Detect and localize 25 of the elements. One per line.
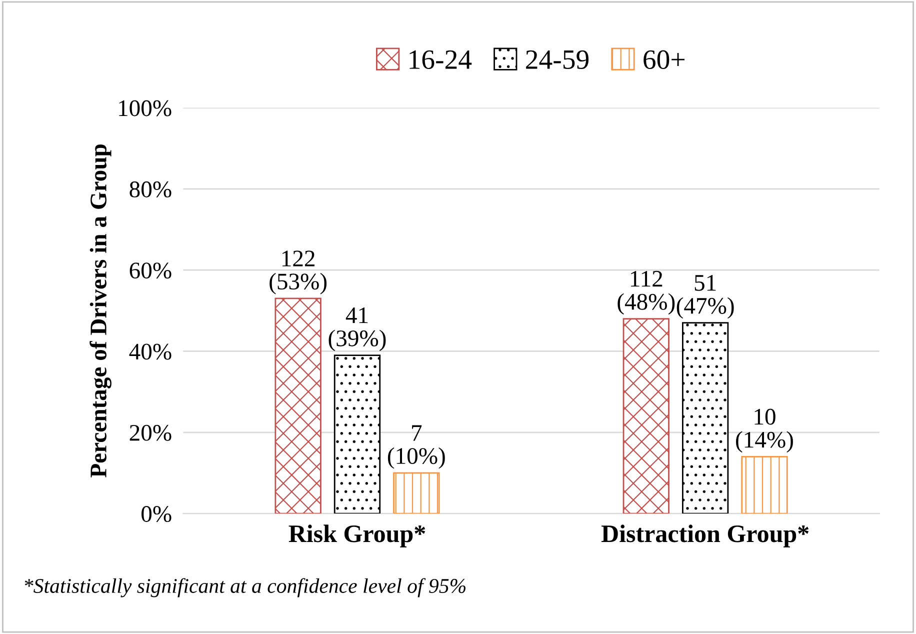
data-label: 51 (47%) [676,275,734,319]
bar [393,472,440,514]
y-tick-label: 80% [130,181,172,198]
y-axis-title: Percentage of Drivers in a Group [90,144,112,478]
data-label: 41 (39%) [328,307,386,352]
data-label: 7 (10%) [388,425,445,469]
data-label: 122 (53%) [270,250,327,294]
y-tick-label: 0% [142,506,172,522]
data-label: 112 (48%) [618,270,675,315]
y-tick-label: 100% [119,100,172,116]
y-tick-label: 60% [130,262,172,279]
x-tick-label: Risk Group* [288,524,426,548]
bar [741,456,788,514]
legend-label: 24-59 [526,50,589,70]
y-tick-label: 40% [129,344,172,360]
bar [622,318,670,514]
data-label: 10 (14%) [736,408,793,453]
legend-label: 16-24 [410,50,472,70]
bar [274,298,322,514]
bar [334,354,381,514]
legend-label: 60+ [644,50,685,70]
text: *Statistically significant at a confidence level of 95% [24,578,466,598]
bar [682,322,729,514]
x-tick-label: Distraction Group* [601,524,809,548]
y-tick-label: 20% [130,424,172,441]
